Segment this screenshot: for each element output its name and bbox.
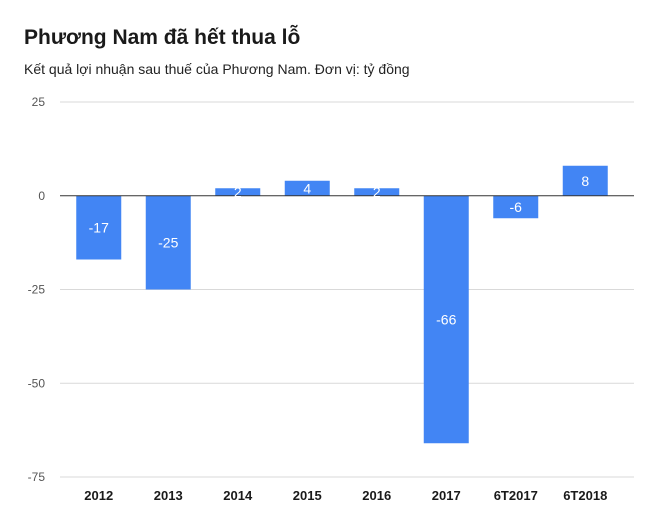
bar — [284, 180, 330, 196]
y-tick-label: -75 — [28, 470, 46, 484]
x-category-label: 6T2017 — [494, 488, 538, 503]
bar — [493, 195, 539, 219]
bar — [354, 188, 400, 196]
data-label: 2 — [373, 184, 381, 200]
bar — [76, 195, 122, 260]
data-label: 2 — [234, 184, 242, 200]
x-axis-categories: 2012 2013 2014 2015 2016 2017 6T2017 6T2018 — [84, 488, 607, 503]
x-category-label: 2013 — [154, 488, 183, 503]
data-labels: -17 -25 2 4 2 -66 -6 8 — [89, 173, 590, 328]
x-category-label: 2014 — [223, 488, 253, 503]
x-category-label: 2015 — [293, 488, 322, 503]
y-tick-label: -25 — [28, 283, 46, 297]
y-tick-label: 25 — [32, 95, 46, 109]
bar — [562, 165, 608, 196]
bar — [423, 195, 469, 444]
y-tick-label: -50 — [28, 376, 46, 390]
bars — [76, 165, 608, 444]
chart-subtitle: Kết quả lợi nhuận sau thuế của Phương Na… — [24, 61, 410, 77]
bar — [215, 188, 261, 196]
chart-title: Phương Nam đã hết thua lỗ — [24, 26, 301, 49]
x-category-label: 2012 — [84, 488, 113, 503]
bar — [145, 195, 191, 290]
data-label: -6 — [510, 199, 523, 215]
y-axis-ticks: 25 0 -25 -50 -75 — [28, 95, 46, 484]
y-tick-label: 0 — [38, 189, 45, 203]
data-label: -17 — [89, 220, 109, 236]
data-label: 8 — [581, 173, 589, 189]
x-category-label: 2017 — [432, 488, 461, 503]
data-label: 4 — [303, 180, 311, 196]
x-category-label: 6T2018 — [563, 488, 607, 503]
data-label: -66 — [436, 312, 456, 328]
data-label: -25 — [158, 235, 178, 251]
x-category-label: 2016 — [362, 488, 391, 503]
